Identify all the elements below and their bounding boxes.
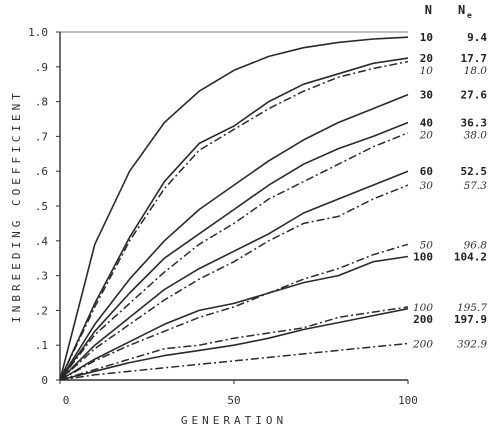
x-axis-title: GENERATION [181, 414, 287, 427]
dashdot-series-line [59, 132, 409, 381]
series-ne-label: 195.7 [457, 302, 487, 314]
series-ne-label: 197.9 [454, 313, 487, 326]
series-n-label: 10 [420, 65, 434, 77]
series-ne-label: 392.9 [457, 338, 487, 350]
series-ne-label: 9.4 [467, 31, 487, 44]
series-n-label: 200 [412, 338, 433, 350]
dashdot-series-line [59, 184, 409, 381]
y-tick-label: .6 [35, 165, 48, 178]
series-ne-label: 27.6 [461, 89, 488, 102]
solid-series-line [59, 93, 409, 381]
y-tick-label: 0 [41, 374, 48, 387]
solid-series-line [59, 255, 409, 381]
x-ticks: 0 50 100 [59, 380, 418, 407]
series-n-label: 20 [419, 129, 434, 141]
x-tick-label: 100 [398, 394, 418, 407]
series-ne-label: 36.3 [461, 116, 488, 129]
series-n-label: 30 [420, 89, 433, 102]
series-n-label: 100 [413, 250, 433, 263]
solid-series-line [59, 57, 409, 381]
y-tick-label: .8 [35, 96, 48, 109]
x-tick-label: 50 [227, 394, 240, 407]
legend-header-ne: N [458, 3, 465, 17]
y-tick-label: .5 [35, 200, 48, 213]
y-tick-label: .9 [35, 61, 48, 74]
series-n-label: 40 [420, 116, 433, 129]
series-n-label: 60 [420, 165, 433, 178]
y-tick-label: .1 [35, 339, 48, 352]
dashdot-series-line [59, 60, 409, 381]
solid-series-line [59, 307, 409, 381]
y-ticks: 0 .1 .2 .3 .4 .5 .6 .7 .8 .9 1.0 [28, 26, 60, 387]
legend-header-n: N [425, 3, 432, 17]
series-ne-label: 18.0 [464, 65, 488, 77]
y-tick-label: .2 [35, 304, 48, 317]
series-n-label: 30 [420, 180, 434, 192]
x-tick-label: 0 [63, 394, 70, 407]
series-ne-label: 52.5 [461, 165, 488, 178]
solid-series-line [59, 36, 409, 381]
dashdot-series-line [59, 306, 409, 381]
y-tick-label: .7 [35, 130, 48, 143]
series-ne-label: 96.8 [464, 239, 488, 251]
series-n-label: 50 [420, 239, 434, 251]
series-ne-label: 57.3 [464, 180, 488, 192]
y-tick-label: .4 [35, 235, 49, 248]
series-lines [59, 36, 409, 381]
series-n-label: 100 [413, 302, 433, 314]
dashdot-series-line [59, 342, 409, 381]
solid-series-line [59, 170, 409, 381]
series-n-label: 200 [413, 313, 433, 326]
series-n-label: 10 [420, 31, 433, 44]
series-labels: 10 9.4 20 17.7 10 18.0 30 27.6 40 36.3 20 38.0 60 52.… [412, 31, 487, 350]
legend-header-ne-subscript: e [467, 11, 472, 20]
y-axis-title: INBREEDING COEFFICIENT [10, 89, 23, 323]
series-ne-label: 17.7 [461, 52, 488, 65]
series-ne-label: 104.2 [454, 250, 487, 263]
y-tick-label: .3 [35, 270, 48, 283]
dashdot-series-line [59, 243, 409, 381]
solid-series-line [59, 121, 409, 381]
series-n-label: 20 [420, 52, 433, 65]
series-ne-label: 38.0 [464, 129, 488, 141]
y-tick-label: 1.0 [28, 26, 48, 39]
